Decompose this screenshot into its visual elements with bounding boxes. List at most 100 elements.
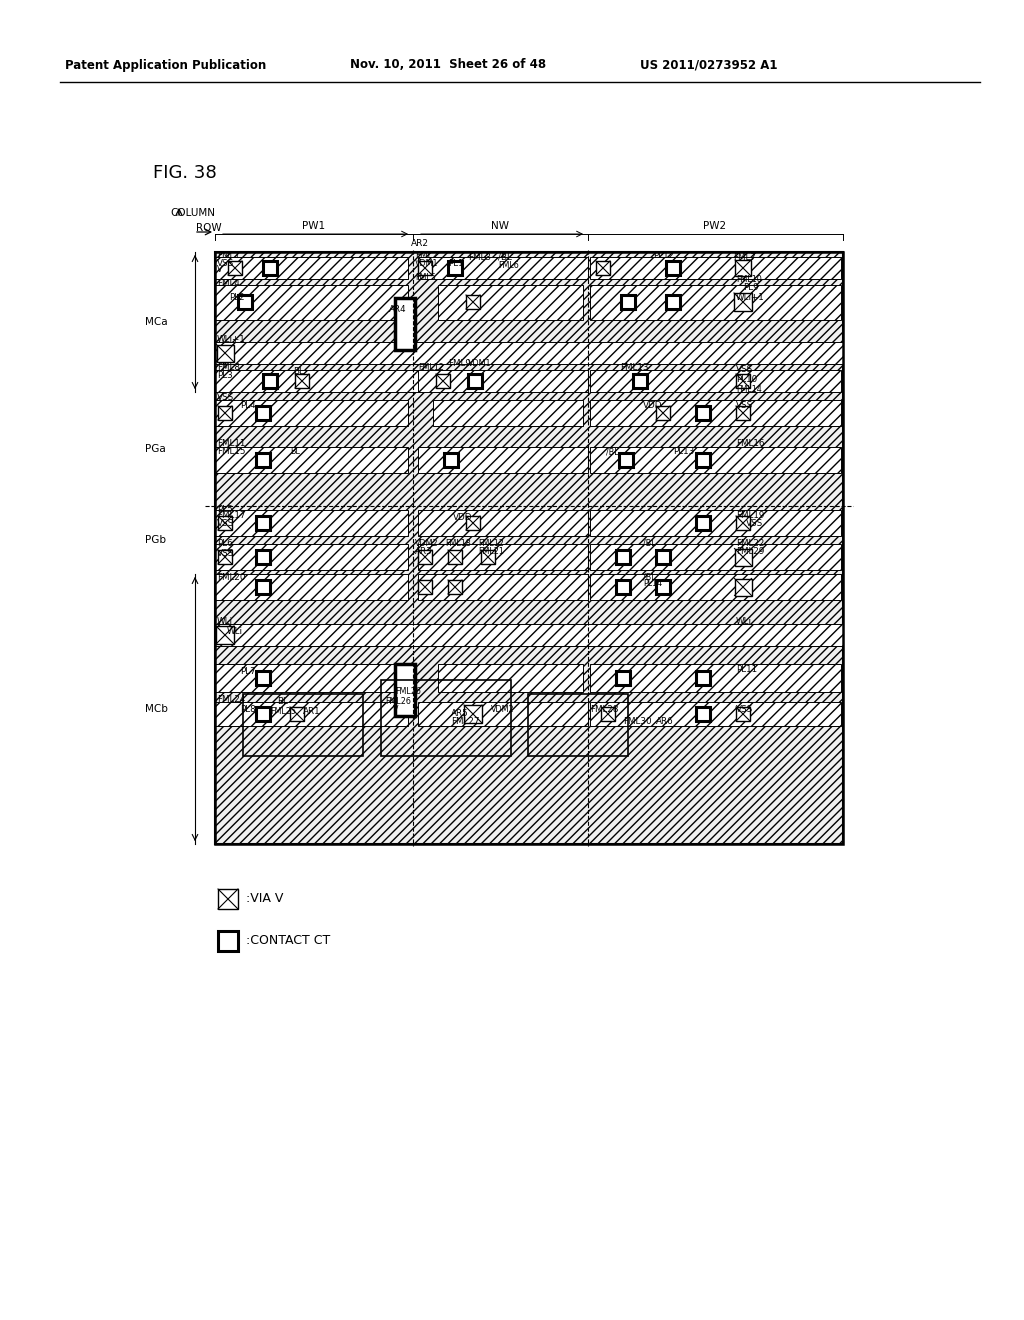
Bar (256, 671, 270, 685)
Bar (616, 579, 630, 594)
Text: VSS: VSS (736, 400, 754, 409)
Text: PL14: PL14 (643, 579, 663, 589)
Text: PL6: PL6 (217, 539, 232, 548)
Text: FML17: FML17 (217, 511, 246, 520)
Bar (696, 453, 710, 467)
Text: FML29: FML29 (736, 548, 764, 557)
Text: FML12: FML12 (418, 363, 443, 372)
Text: VDD: VDD (453, 513, 472, 523)
Text: ROW: ROW (196, 223, 221, 234)
Text: FML21: FML21 (478, 548, 504, 557)
Text: Nov. 10, 2011  Sheet 26 of 48: Nov. 10, 2011 Sheet 26 of 48 (350, 58, 546, 71)
Text: VDM2: VDM2 (490, 705, 515, 714)
Bar (215, 624, 843, 645)
Bar (590, 447, 841, 473)
Text: AR6: AR6 (656, 718, 674, 726)
Text: AR3: AR3 (415, 548, 433, 557)
Bar (590, 400, 841, 426)
Text: /BL: /BL (498, 252, 512, 261)
Text: FML19: FML19 (736, 511, 764, 520)
Bar (666, 261, 680, 275)
Text: FML8: FML8 (217, 363, 240, 372)
Bar (464, 705, 482, 723)
Bar (418, 261, 432, 275)
Bar (633, 374, 647, 388)
Bar (256, 516, 270, 531)
Text: FML24: FML24 (217, 694, 246, 704)
Text: FML16: FML16 (736, 440, 764, 449)
Bar (215, 574, 408, 601)
Bar (215, 342, 843, 364)
Text: PL12: PL12 (653, 251, 674, 260)
Bar (218, 931, 238, 950)
Bar (466, 294, 480, 309)
Bar (256, 550, 270, 564)
Bar (218, 407, 232, 420)
Bar (243, 694, 362, 756)
Bar (381, 680, 511, 756)
Bar (590, 285, 841, 319)
Bar (590, 574, 841, 601)
Bar (263, 261, 278, 275)
Text: VDD: VDD (643, 400, 663, 409)
Bar (656, 407, 670, 420)
Text: PL3: PL3 (217, 371, 232, 380)
Bar (215, 252, 843, 843)
Text: FML18: FML18 (445, 539, 471, 548)
Text: FML6: FML6 (498, 260, 519, 269)
Text: VSS: VSS (746, 520, 763, 528)
Bar (418, 510, 588, 536)
Bar (736, 407, 750, 420)
Bar (215, 370, 423, 392)
Text: FML9: FML9 (449, 359, 471, 367)
Text: PGb: PGb (145, 535, 166, 545)
Bar (418, 544, 588, 570)
Text: AR2: AR2 (411, 239, 429, 248)
Text: VDM1: VDM1 (415, 259, 438, 268)
Text: VSS: VSS (217, 549, 234, 557)
Bar (215, 664, 408, 692)
Text: WLi: WLi (227, 627, 243, 635)
Text: PL9: PL9 (743, 282, 759, 292)
Bar (256, 579, 270, 594)
Bar (468, 374, 482, 388)
Bar (238, 294, 252, 309)
Bar (438, 664, 583, 692)
Text: /BL: /BL (643, 539, 655, 548)
Bar (444, 453, 458, 467)
Text: MCa: MCa (145, 317, 168, 327)
Bar (290, 708, 304, 721)
Text: WLi: WLi (736, 618, 752, 627)
Text: WLi: WLi (217, 618, 233, 627)
Bar (466, 516, 480, 531)
Bar (734, 293, 752, 312)
Bar (736, 516, 750, 531)
Text: VDM2: VDM2 (415, 539, 438, 548)
Bar (616, 671, 630, 685)
Bar (656, 579, 670, 594)
Bar (696, 671, 710, 685)
Bar (590, 702, 841, 726)
Bar (590, 370, 841, 392)
Text: COLUMN: COLUMN (170, 209, 215, 218)
Text: :VIA V: :VIA V (246, 892, 284, 906)
Bar (596, 261, 610, 275)
Bar (666, 294, 680, 309)
Bar (736, 708, 750, 721)
Bar (590, 510, 841, 536)
Text: PGa: PGa (145, 444, 166, 454)
Bar (218, 516, 232, 531)
Bar (418, 370, 588, 392)
Bar (215, 544, 408, 570)
Bar (616, 550, 630, 564)
Bar (618, 453, 633, 467)
Text: PW1: PW1 (302, 220, 326, 231)
Bar (696, 708, 710, 721)
Text: /BL: /BL (606, 447, 618, 457)
Bar (215, 400, 408, 426)
Text: PW2: PW2 (703, 220, 727, 231)
Text: NW: NW (490, 220, 509, 231)
Text: FML27: FML27 (451, 718, 479, 726)
Bar (696, 516, 710, 531)
Bar (656, 550, 670, 564)
